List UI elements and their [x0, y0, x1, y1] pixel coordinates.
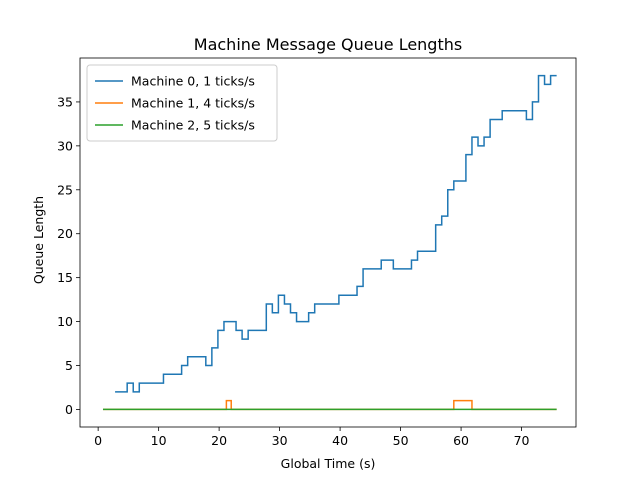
legend: Machine 0, 1 ticks/s Machine 1, 4 ticks/s… — [86, 64, 278, 142]
x-tick-label: 20 — [211, 433, 227, 448]
x-tick-label: 30 — [272, 433, 288, 448]
plot-area: 0 10 20 30 40 50 60 70 0 5 10 15 20 25 30 35 — [57, 57, 577, 448]
legend-label-0: Machine 0, 1 ticks/s — [131, 74, 255, 89]
series-line-1 — [102, 399, 557, 411]
y-tick-label: 5 — [65, 358, 73, 373]
y-tick-label: 15 — [57, 270, 73, 285]
axes-frame — [79, 57, 577, 428]
x-tick-label: 70 — [514, 433, 530, 448]
x-axis-label: Global Time (s) — [281, 456, 376, 471]
y-tick-label: 20 — [57, 226, 73, 241]
legend-label-2: Machine 2, 5 ticks/s — [131, 118, 255, 133]
x-tick-label: 60 — [453, 433, 469, 448]
y-tick-label: 35 — [57, 94, 73, 109]
chart-title: Machine Message Queue Lengths — [194, 35, 462, 54]
x-tick-label: 40 — [332, 433, 348, 448]
x-tick-label: 50 — [393, 433, 409, 448]
y-axis-label: Queue Length — [31, 196, 46, 284]
x-tick-label: 10 — [151, 433, 167, 448]
y-tick-label: 25 — [57, 182, 73, 197]
y-tick-label: 30 — [57, 138, 73, 153]
series-line-0 — [115, 74, 557, 393]
y-tick-label: 10 — [57, 314, 73, 329]
legend-label-1: Machine 1, 4 ticks/s — [131, 96, 255, 111]
x-tick-label: 0 — [94, 433, 102, 448]
legend-box — [86, 64, 278, 142]
y-tick-label: 0 — [65, 402, 73, 417]
